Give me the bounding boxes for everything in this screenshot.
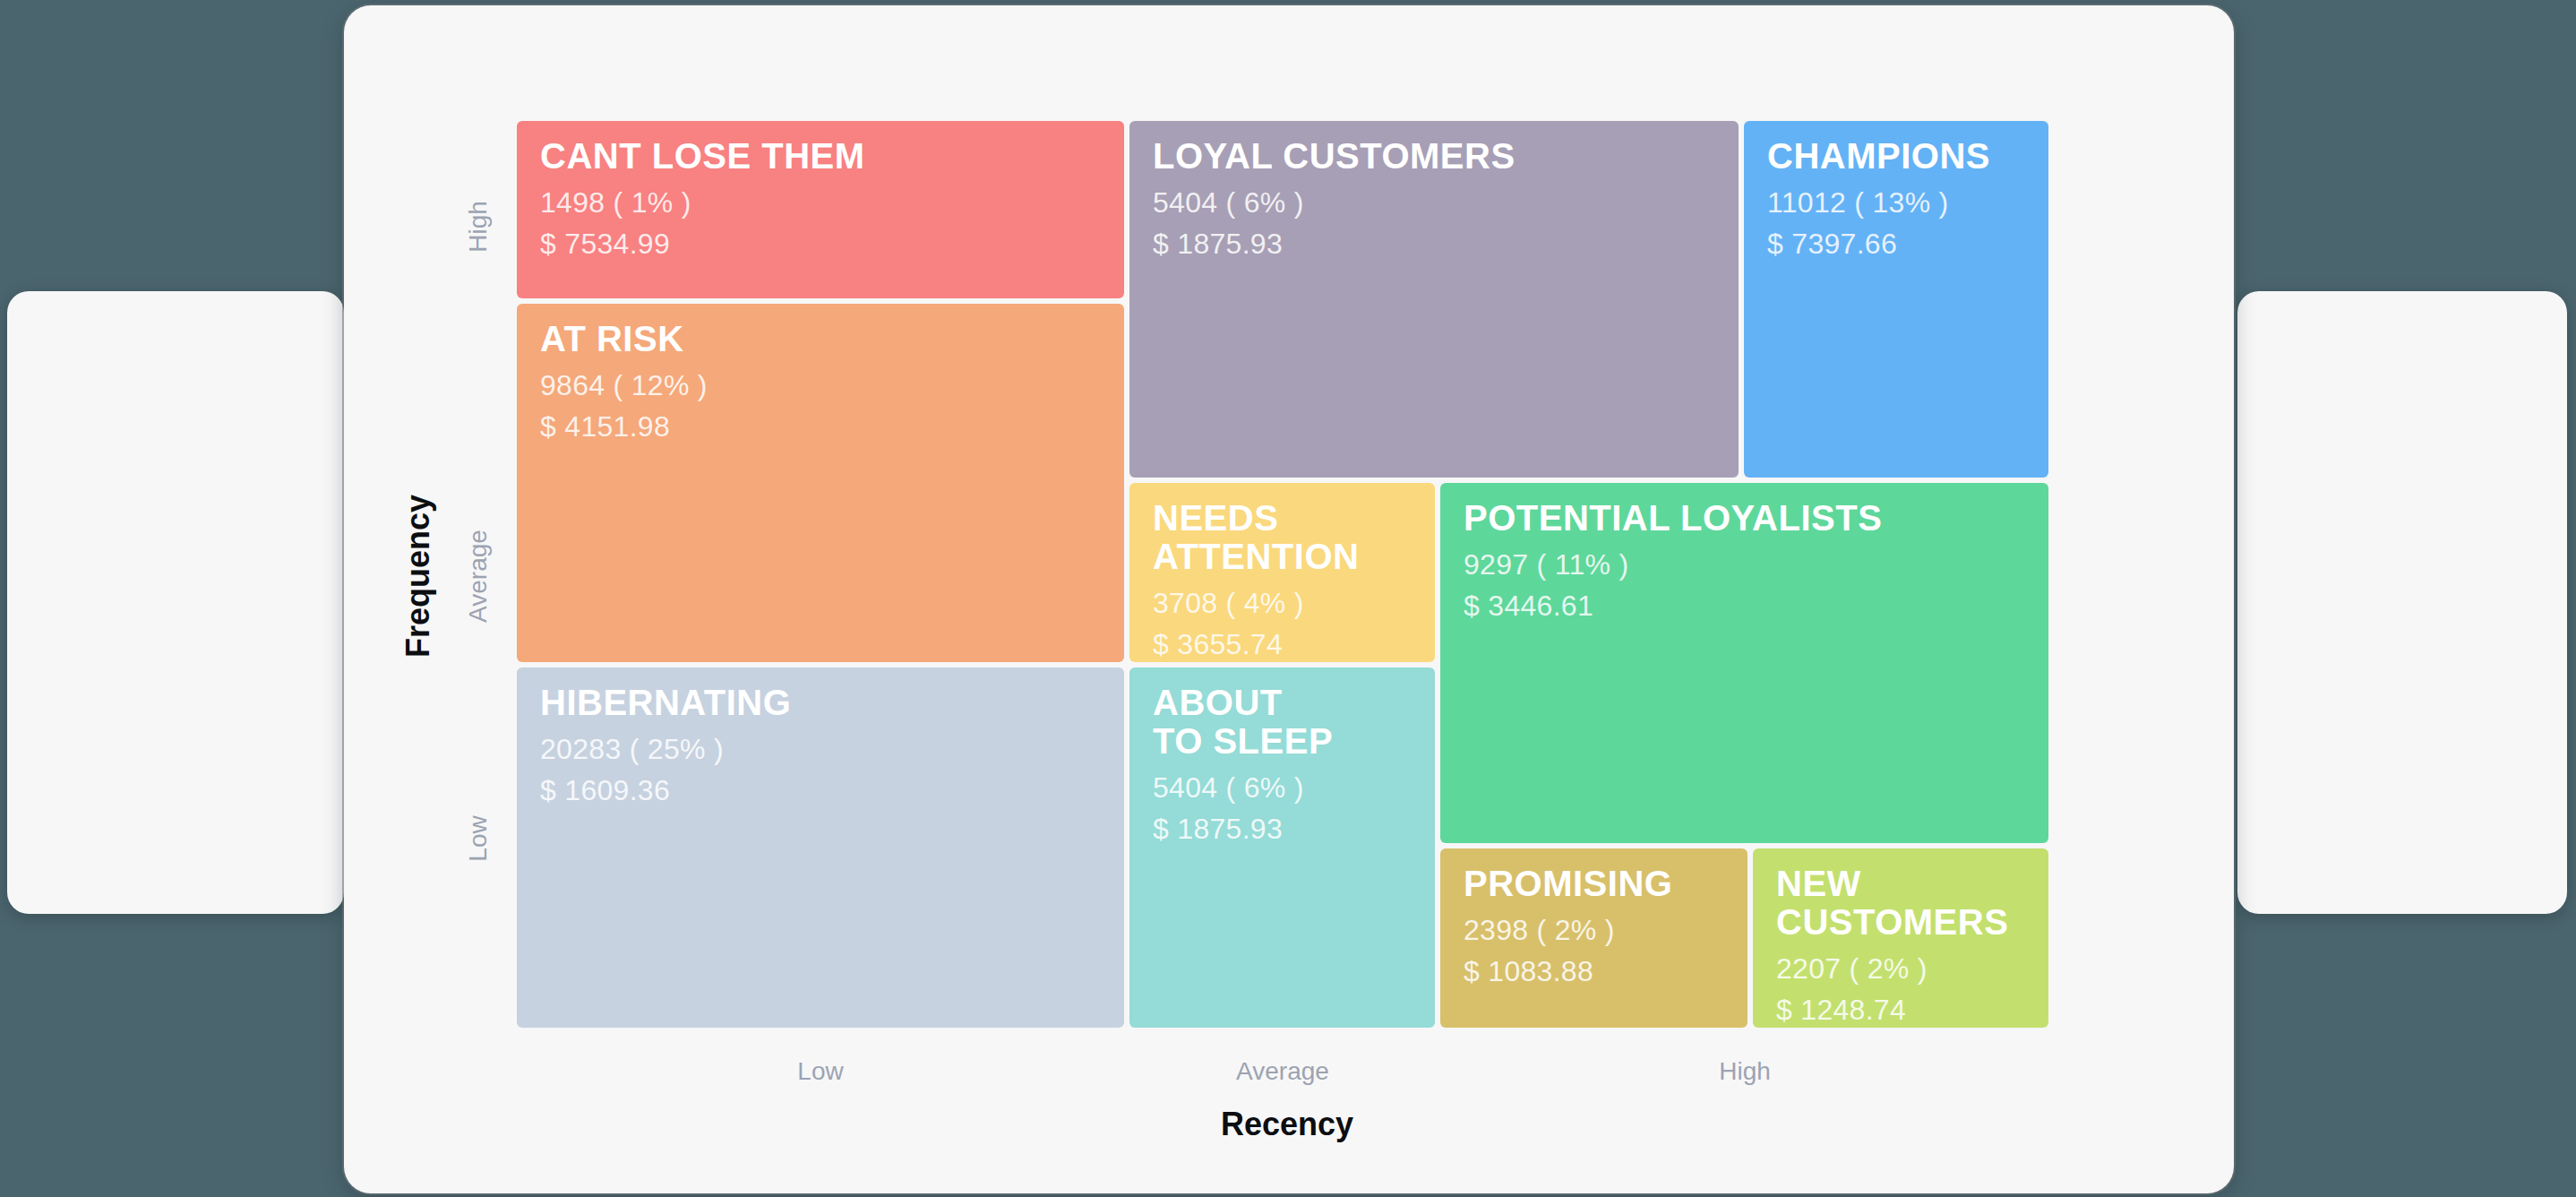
segment-title: CHAMPIONS <box>1767 137 2025 176</box>
x-axis-title: Recency <box>1221 1106 1353 1143</box>
x-tick-low: Low <box>797 1057 843 1086</box>
segment-monetary: $ 1248.74 <box>1776 990 2025 1028</box>
segment-count: 9297 ( 11% ) <box>1464 545 2025 585</box>
segment-count: 5404 ( 6% ) <box>1153 183 1715 223</box>
segment-count: 2398 ( 2% ) <box>1464 910 1724 951</box>
y-tick-low: Low <box>464 815 493 861</box>
segment-title: HIBERNATING <box>540 684 1101 722</box>
segment-count: 9864 ( 12% ) <box>540 366 1101 406</box>
segment-title: ABOUT TO SLEEP <box>1153 684 1412 761</box>
segment-count: 5404 ( 6% ) <box>1153 768 1412 808</box>
y-tick-average: Average <box>464 530 493 623</box>
segment-new-customers[interactable]: NEW CUSTOMERS 2207 ( 2% ) $ 1248.74 <box>1753 848 2048 1028</box>
segment-monetary: $ 7397.66 <box>1767 224 2025 264</box>
previous-chart-card-peek[interactable] <box>7 291 344 914</box>
segment-at-risk[interactable]: AT RISK 9864 ( 12% ) $ 4151.98 <box>517 304 1124 662</box>
segment-monetary: $ 1609.36 <box>540 771 1101 811</box>
x-tick-average: Average <box>1236 1057 1329 1086</box>
segment-title: LOYAL CUSTOMERS <box>1153 137 1715 176</box>
segment-count: 3708 ( 4% ) <box>1153 583 1412 624</box>
segment-monetary: $ 3446.61 <box>1464 586 2025 626</box>
segment-title: CANT LOSE THEM <box>540 137 1101 176</box>
segment-champions[interactable]: CHAMPIONS 11012 ( 13% ) $ 7397.66 <box>1744 121 2048 478</box>
segment-title: AT RISK <box>540 320 1101 358</box>
segment-promising[interactable]: PROMISING 2398 ( 2% ) $ 1083.88 <box>1440 848 1747 1028</box>
segment-title: NEEDS ATTENTION <box>1153 499 1412 576</box>
segment-title: POTENTIAL LOYALISTS <box>1464 499 2025 538</box>
segment-potential-loyalists[interactable]: POTENTIAL LOYALISTS 9297 ( 11% ) $ 3446.… <box>1440 483 2048 843</box>
rfm-chart-card: Frequency High Average Low CANT LOSE THE… <box>344 5 2234 1193</box>
next-chart-card-peek[interactable] <box>2237 291 2567 914</box>
segment-count: 1498 ( 1% ) <box>540 183 1101 223</box>
segment-count: 11012 ( 13% ) <box>1767 183 2025 223</box>
y-tick-high: High <box>464 201 493 253</box>
rfm-segment-grid: CANT LOSE THEM 1498 ( 1% ) $ 7534.99 LOY… <box>514 118 2051 1030</box>
x-tick-high: High <box>1719 1057 1771 1086</box>
segment-monetary: $ 3655.74 <box>1153 624 1412 662</box>
segment-monetary: $ 1875.93 <box>1153 224 1715 264</box>
segment-title: PROMISING <box>1464 865 1724 903</box>
segment-monetary: $ 1083.88 <box>1464 952 1724 992</box>
segment-title: NEW CUSTOMERS <box>1776 865 2025 942</box>
segment-monetary: $ 4151.98 <box>540 407 1101 447</box>
segment-monetary: $ 7534.99 <box>540 224 1101 264</box>
y-axis-title: Frequency <box>399 495 437 658</box>
segment-needs-attention[interactable]: NEEDS ATTENTION 3708 ( 4% ) $ 3655.74 <box>1129 483 1435 662</box>
segment-about-to-sleep[interactable]: ABOUT TO SLEEP 5404 ( 6% ) $ 1875.93 <box>1129 667 1435 1028</box>
segment-count: 20283 ( 25% ) <box>540 729 1101 770</box>
page-background: { "colors": { "page_background": "#4b656… <box>0 0 2576 1197</box>
segment-hibernating[interactable]: HIBERNATING 20283 ( 25% ) $ 1609.36 <box>517 667 1124 1028</box>
segment-cant-lose-them[interactable]: CANT LOSE THEM 1498 ( 1% ) $ 7534.99 <box>517 121 1124 298</box>
segment-monetary: $ 1875.93 <box>1153 809 1412 849</box>
segment-count: 2207 ( 2% ) <box>1776 949 2025 989</box>
segment-loyal-customers[interactable]: LOYAL CUSTOMERS 5404 ( 6% ) $ 1875.93 <box>1129 121 1739 478</box>
